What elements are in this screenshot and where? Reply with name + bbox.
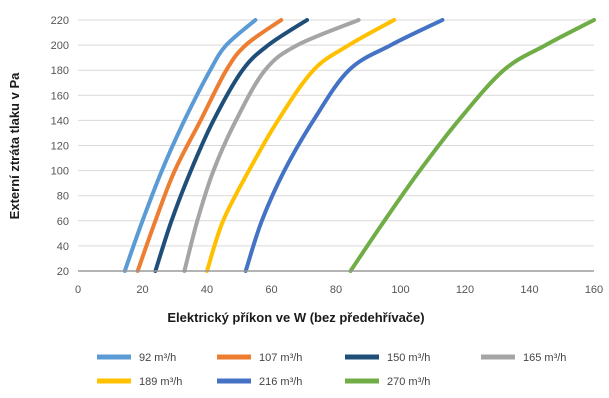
x-tick-label: 20	[136, 284, 148, 296]
series-line-1	[122, 18, 258, 273]
x-tick-labels: 0 20 40 60 80 100 120 140 160	[75, 284, 603, 296]
x-tick-label: 160	[585, 284, 603, 296]
x-tick-label: 80	[330, 284, 342, 296]
legend-label-6: 216 m³/h	[259, 376, 302, 388]
y-tick-label: 180	[51, 65, 69, 77]
y-tick-labels: 20 40 60 80 100 120 140 160 180 200 220	[51, 15, 69, 278]
y-tick-label: 80	[57, 191, 69, 203]
legend-label-2: 107 m³/h	[259, 352, 302, 364]
legend-label-7: 270 m³/h	[387, 376, 430, 388]
x-tick-label: 100	[391, 284, 409, 296]
legend-label-1: 92 m³/h	[139, 352, 176, 364]
y-tick-label: 60	[57, 216, 69, 228]
y-tick-label: 220	[51, 15, 69, 27]
y-tick-label: 160	[51, 90, 69, 102]
x-tick-label: 60	[265, 284, 277, 296]
series-line-7	[348, 18, 596, 273]
x-tick-label: 40	[201, 284, 213, 296]
legend-label-3: 150 m³/h	[387, 352, 430, 364]
x-tick-label: 140	[520, 284, 538, 296]
legend: 92 m³/h 107 m³/h 150 m³/h 165 m³/h 189 m³/h 2…	[97, 352, 566, 388]
y-tick-label: 120	[51, 141, 69, 153]
x-tick-label: 0	[75, 284, 81, 296]
y-tick-label: 200	[51, 40, 69, 52]
series-line-6	[243, 18, 445, 273]
series-line-4	[182, 18, 361, 273]
series-lines	[122, 18, 596, 273]
x-tick-label: 120	[456, 284, 474, 296]
y-tick-label: 40	[57, 241, 69, 253]
series-line-3	[153, 18, 309, 273]
x-axis-title: Elektrický příkon ve W (bez předehřívače…	[167, 310, 424, 325]
legend-label-4: 165 m³/h	[523, 352, 566, 364]
series-line-5	[205, 18, 397, 273]
legend-label-5: 189 m³/h	[139, 376, 182, 388]
y-tick-label: 20	[57, 266, 69, 278]
y-tick-label: 100	[51, 166, 69, 178]
y-axis-title: Externí ztráta tlaku v Pa	[7, 72, 22, 219]
y-tick-label: 140	[51, 115, 69, 127]
series-line-2	[135, 18, 284, 273]
